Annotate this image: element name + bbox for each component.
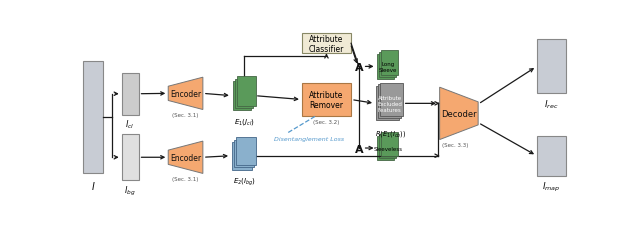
- Text: (Sec. 3.3): (Sec. 3.3): [442, 142, 468, 147]
- Text: $I_{cl}$: $I_{cl}$: [125, 118, 135, 131]
- Polygon shape: [168, 141, 203, 174]
- Text: Encoder: Encoder: [170, 89, 201, 99]
- FancyBboxPatch shape: [380, 134, 396, 159]
- Polygon shape: [168, 78, 203, 110]
- Text: Long
Sleeve: Long Sleeve: [379, 62, 397, 72]
- FancyBboxPatch shape: [232, 82, 251, 111]
- Text: Encoder: Encoder: [170, 153, 201, 162]
- Text: $\mathbf{A}$: $\mathbf{A}$: [353, 142, 364, 154]
- FancyBboxPatch shape: [376, 87, 399, 121]
- FancyBboxPatch shape: [302, 34, 351, 54]
- FancyBboxPatch shape: [234, 140, 254, 168]
- FancyBboxPatch shape: [537, 136, 566, 176]
- Text: Disentanglement Loss: Disentanglement Loss: [274, 136, 344, 141]
- Polygon shape: [440, 88, 478, 140]
- Text: (Sec. 3.1): (Sec. 3.1): [172, 176, 199, 181]
- FancyBboxPatch shape: [232, 142, 252, 170]
- Text: $\mathbf{A}$: $\mathbf{A}$: [353, 61, 364, 73]
- Text: $E_1(J_{cl})$: $E_1(J_{cl})$: [234, 117, 255, 127]
- FancyBboxPatch shape: [378, 136, 394, 161]
- Text: Decoder: Decoder: [441, 109, 477, 118]
- Text: $I_{bg}$: $I_{bg}$: [124, 184, 136, 197]
- FancyBboxPatch shape: [381, 132, 398, 157]
- Text: Attribute
Excluded
Features: Attribute Excluded Features: [377, 96, 402, 112]
- Text: $R(E_1(I_{cb}))$: $R(E_1(I_{cb}))$: [374, 128, 406, 138]
- FancyBboxPatch shape: [380, 53, 396, 77]
- Text: Attribute
Remover: Attribute Remover: [309, 90, 344, 110]
- Text: $I$: $I$: [91, 179, 95, 191]
- FancyBboxPatch shape: [378, 85, 401, 119]
- FancyBboxPatch shape: [237, 77, 255, 106]
- FancyBboxPatch shape: [380, 83, 403, 117]
- FancyBboxPatch shape: [236, 138, 257, 165]
- FancyBboxPatch shape: [537, 40, 566, 94]
- FancyBboxPatch shape: [302, 83, 351, 117]
- FancyBboxPatch shape: [378, 55, 394, 79]
- Text: $I_{rec}$: $I_{rec}$: [544, 99, 559, 111]
- Text: $E_2(I_{bg})$: $E_2(I_{bg})$: [232, 176, 255, 187]
- FancyBboxPatch shape: [381, 51, 398, 76]
- FancyBboxPatch shape: [122, 73, 139, 115]
- Text: Attribute
Classifier: Attribute Classifier: [308, 35, 344, 54]
- Text: $I_{map}$: $I_{map}$: [542, 180, 561, 194]
- Text: Sleeveless: Sleeveless: [374, 146, 403, 151]
- FancyBboxPatch shape: [122, 135, 139, 180]
- Text: (Sec. 3.1): (Sec. 3.1): [172, 112, 199, 117]
- Text: (Sec. 3.2): (Sec. 3.2): [313, 119, 340, 124]
- FancyBboxPatch shape: [235, 79, 253, 109]
- FancyBboxPatch shape: [83, 62, 103, 173]
